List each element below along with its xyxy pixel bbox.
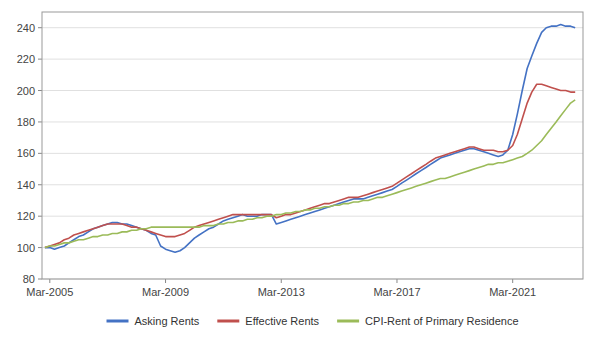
y-tick-label: 100 bbox=[17, 242, 35, 254]
y-tick bbox=[38, 90, 42, 91]
series-line bbox=[45, 100, 575, 248]
grid-line bbox=[42, 90, 583, 91]
legend-label: Asking Rents bbox=[135, 315, 200, 327]
legend-swatch bbox=[217, 320, 239, 323]
y-tick-label: 140 bbox=[17, 179, 35, 191]
x-tick-label: Mar-2005 bbox=[26, 286, 73, 298]
legend-item: Effective Rents bbox=[217, 315, 319, 327]
y-tick bbox=[38, 27, 42, 28]
grid-line bbox=[42, 153, 583, 154]
grid-line bbox=[42, 216, 583, 217]
legend-item: CPI-Rent of Primary Residence bbox=[337, 315, 518, 327]
y-tick bbox=[38, 153, 42, 154]
legend-swatch bbox=[107, 320, 129, 323]
legend-item: Asking Rents bbox=[107, 315, 200, 327]
series-group bbox=[45, 25, 575, 253]
x-tick bbox=[512, 279, 513, 283]
chart: 80 100 120 140 160 180 200 220 240 Mar-2005 Mar-20… bbox=[0, 0, 595, 337]
series-line bbox=[45, 25, 575, 253]
y-tick-label: 120 bbox=[17, 210, 35, 222]
series-line bbox=[45, 84, 575, 247]
y-tick-label: 160 bbox=[17, 147, 35, 159]
x-tick bbox=[49, 279, 50, 283]
x-tick-label: Mar-2013 bbox=[258, 286, 305, 298]
y-tick bbox=[38, 184, 42, 185]
x-tick bbox=[396, 279, 397, 283]
x-tick-label: Mar-2017 bbox=[373, 286, 420, 298]
y-tick-label: 80 bbox=[23, 273, 35, 285]
plot-frame bbox=[42, 12, 583, 279]
axes: 80 100 120 140 160 180 200 220 240 Mar-2005 Mar-20… bbox=[17, 22, 583, 298]
x-tick bbox=[281, 279, 282, 283]
x-tick-label: Mar-2009 bbox=[142, 286, 189, 298]
grid-line bbox=[42, 247, 583, 248]
y-tick bbox=[38, 216, 42, 217]
y-tick-label: 200 bbox=[17, 85, 35, 97]
y-tick bbox=[38, 279, 42, 280]
grid-line bbox=[42, 59, 583, 60]
grid-line bbox=[42, 184, 583, 185]
y-tick bbox=[38, 121, 42, 122]
legend-swatch bbox=[337, 320, 359, 323]
grid-line bbox=[42, 121, 583, 122]
y-tick-label: 240 bbox=[17, 22, 35, 34]
y-tick bbox=[38, 247, 42, 248]
y-tick bbox=[38, 59, 42, 60]
legend-label: Effective Rents bbox=[245, 315, 319, 327]
x-tick-label: Mar-2021 bbox=[489, 286, 536, 298]
legend: Asking Rents Effective Rents CPI-Rent of P… bbox=[107, 315, 519, 327]
grid-line bbox=[42, 27, 583, 28]
x-tick bbox=[165, 279, 166, 283]
y-tick-label: 180 bbox=[17, 116, 35, 128]
y-tick-label: 220 bbox=[17, 53, 35, 65]
page: {"chart_data": {"type": "line", "x": [20… bbox=[0, 0, 595, 337]
legend-label: CPI-Rent of Primary Residence bbox=[365, 315, 518, 327]
